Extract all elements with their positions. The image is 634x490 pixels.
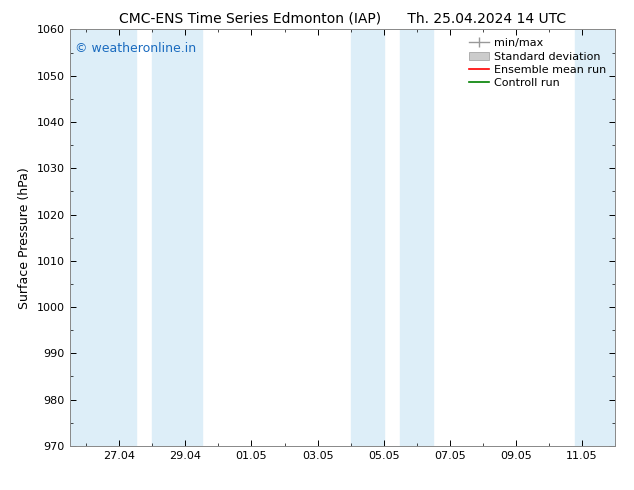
Bar [575,29,615,446]
Bar [400,29,433,446]
Bar [152,29,202,446]
Y-axis label: Surface Pressure (hPa): Surface Pressure (hPa) [18,167,31,309]
Bar [351,29,384,446]
Bar [70,29,136,446]
Text: © weatheronline.in: © weatheronline.in [75,42,197,55]
Title: CMC-ENS Time Series Edmonton (IAP)      Th. 25.04.2024 14 UTC: CMC-ENS Time Series Edmonton (IAP) Th. 2… [119,11,566,25]
Legend: min/max, Standard deviation, Ensemble mean run, Controll run: min/max, Standard deviation, Ensemble me… [466,35,609,92]
